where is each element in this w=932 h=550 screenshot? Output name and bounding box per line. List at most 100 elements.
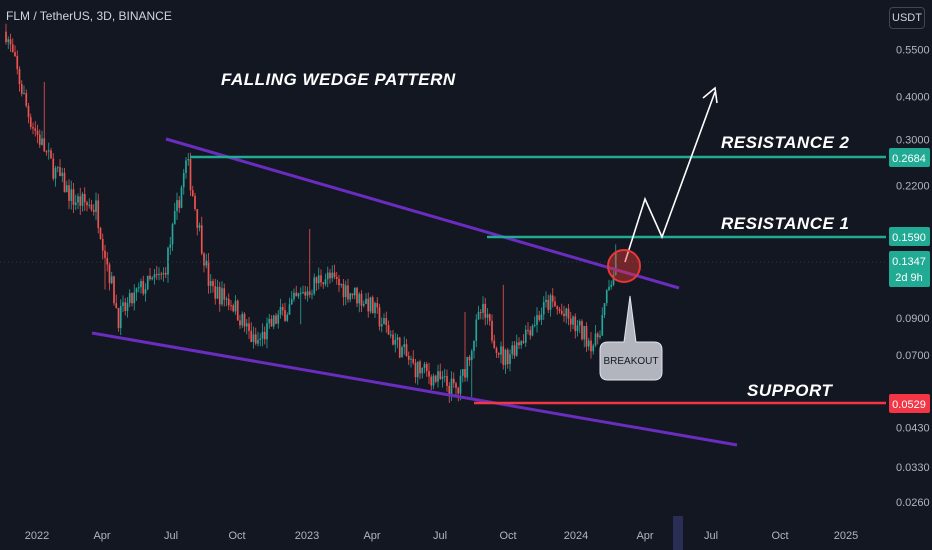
- candle-body: [299, 292, 302, 294]
- candle-body: [473, 340, 475, 351]
- candle-body: [425, 364, 428, 372]
- candle-body: [403, 344, 406, 348]
- time-axis-tick: Apr: [636, 530, 653, 542]
- price-axis-tick: 0.0330: [896, 462, 930, 474]
- candle-body: [180, 187, 183, 208]
- candle-body: [171, 224, 174, 245]
- candle-body: [155, 274, 158, 276]
- time-axis-tick: Oct: [228, 530, 245, 542]
- candle-body: [567, 308, 570, 319]
- price-axis-tick: 0.0700: [896, 350, 930, 362]
- candle-body: [531, 325, 534, 336]
- candle-body: [212, 281, 214, 287]
- candle-body: [558, 309, 561, 311]
- candle-body: [200, 225, 203, 254]
- candle-body: [545, 299, 547, 303]
- candle-body: [119, 306, 122, 329]
- time-axis[interactable]: 2022 Apr Jul Oct 2023 Apr Jul Oct 2024 Apr Jul Oct 2…: [25, 516, 858, 550]
- candle-body: [92, 209, 95, 212]
- candle-body: [439, 371, 442, 379]
- candle-body: [416, 361, 419, 378]
- candle-body: [272, 315, 275, 327]
- candle-body: [585, 326, 588, 347]
- symbol-title[interactable]: FLM / TetherUS, 3D, BINANCE: [6, 9, 172, 23]
- candle-body: [29, 117, 32, 128]
- candle-body: [398, 337, 401, 358]
- candle-body: [515, 342, 518, 356]
- current-price-tag: 0.1347 2d 9h: [889, 251, 930, 287]
- candle-body: [383, 318, 385, 325]
- candle-body: [223, 288, 226, 300]
- candle-body: [43, 138, 46, 152]
- candle-body: [441, 376, 444, 379]
- candle-body: [144, 289, 147, 294]
- candle-body: [308, 291, 311, 295]
- candle-body: [257, 339, 259, 344]
- candle-body: [149, 275, 151, 280]
- time-axis-tick: 2024: [564, 530, 588, 542]
- candle-body: [500, 346, 502, 355]
- candle-body: [70, 189, 73, 201]
- candle-body: [14, 52, 16, 57]
- candle-body: [68, 185, 70, 201]
- breakout-circle: [607, 249, 641, 283]
- candle-body: [36, 130, 39, 135]
- candle-body: [446, 376, 448, 386]
- candle-body: [20, 83, 23, 94]
- candle-body: [502, 346, 505, 365]
- price-axis[interactable]: 0.5500 0.4000 0.3000 0.2200 0.0900 0.0700 0.04…: [896, 44, 930, 509]
- candle-body: [187, 159, 190, 161]
- candle-body: [209, 281, 212, 286]
- candle-body: [423, 364, 426, 368]
- candle-body: [470, 350, 473, 361]
- candle-body: [466, 357, 469, 378]
- candle-body: [551, 295, 554, 302]
- candle-body: [117, 307, 120, 329]
- candle-body: [203, 253, 205, 266]
- candle-body: [241, 313, 244, 326]
- candle-body: [612, 274, 615, 285]
- resistance-1-tag: 0.1590: [889, 227, 930, 246]
- candle-body: [459, 375, 462, 394]
- candle-body: [239, 320, 241, 326]
- candle-body: [513, 345, 516, 356]
- candle-body: [304, 291, 307, 296]
- candle-body: [268, 318, 271, 324]
- candle-body: [385, 318, 388, 326]
- candle-body: [113, 276, 115, 304]
- candle-body: [527, 329, 529, 331]
- candle-body: [351, 293, 354, 296]
- candle-body: [205, 260, 208, 266]
- candle-body: [185, 160, 187, 174]
- candle-body: [452, 378, 455, 384]
- candle-body: [135, 288, 138, 293]
- candle-body: [576, 325, 579, 332]
- wedge-upper-line: [165, 137, 680, 290]
- candle-body: [581, 321, 583, 340]
- candle-body: [232, 305, 235, 312]
- candle-body: [279, 306, 282, 315]
- currency-button[interactable]: USDT: [889, 7, 925, 29]
- candle-body: [506, 349, 509, 365]
- candle-body: [16, 56, 19, 70]
- candle-body: [194, 195, 196, 210]
- candle-body: [261, 331, 264, 339]
- candle-body: [176, 200, 178, 212]
- candle-body: [583, 326, 586, 340]
- support-tag-value: 0.0529: [892, 399, 926, 411]
- candle-body: [252, 334, 255, 342]
- candle-body: [356, 287, 358, 304]
- candle-body: [133, 292, 136, 304]
- candle-body: [360, 293, 363, 306]
- candle-body: [371, 297, 374, 314]
- candle-body: [110, 276, 113, 284]
- candle-body: [590, 340, 592, 352]
- candle-body: [72, 189, 75, 205]
- candle-body: [563, 313, 565, 317]
- time-axis-tick: Jul: [164, 530, 178, 542]
- candle-body: [54, 167, 57, 179]
- candle-body: [540, 314, 543, 320]
- candle-body: [342, 283, 345, 298]
- time-axis-tick: Apr: [363, 530, 380, 542]
